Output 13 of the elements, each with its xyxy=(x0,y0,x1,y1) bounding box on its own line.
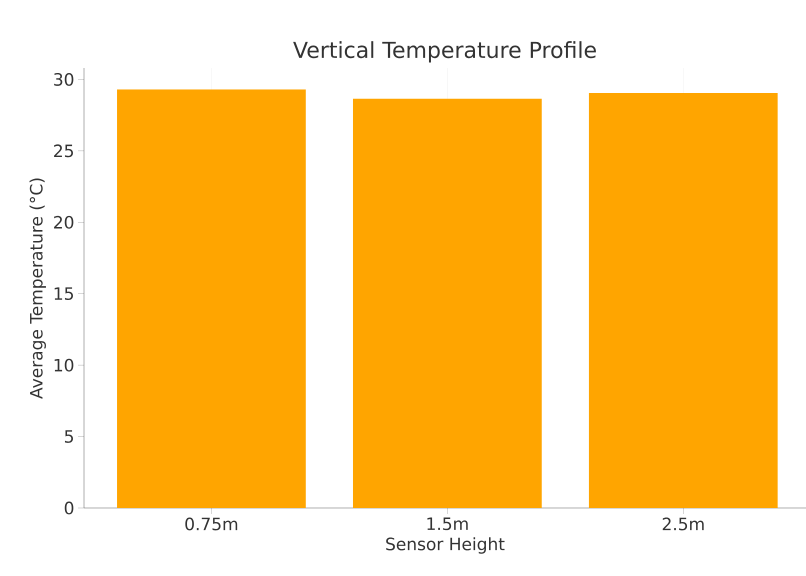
chart-title: Vertical Temperature Profile xyxy=(293,41,596,62)
x-tick-label: 2.5m xyxy=(662,518,704,530)
x-tick-label: 0.75m xyxy=(185,518,238,530)
y-axis-title: Average Temperature (°C) xyxy=(30,178,46,399)
y-tick-label: 5 xyxy=(64,430,73,443)
y-tick-label: 30 xyxy=(54,72,74,86)
x-tick-label: 1.5m xyxy=(427,518,468,530)
y-tick-label: 20 xyxy=(54,216,74,229)
x-axis-title: Sensor Height xyxy=(386,537,505,554)
y-tick-label: 0 xyxy=(64,502,74,514)
y-tick-label: 25 xyxy=(54,144,73,158)
y-tick-label: 15 xyxy=(54,287,73,300)
y-tick-label: 10 xyxy=(54,358,74,372)
